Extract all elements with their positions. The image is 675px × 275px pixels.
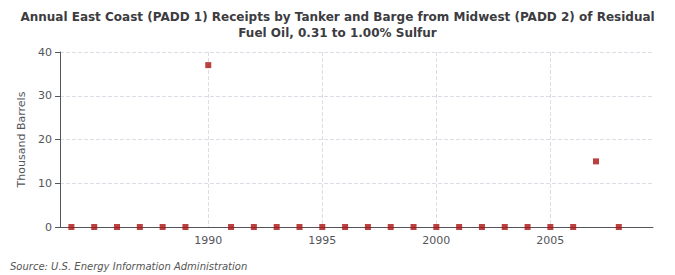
svg-text:20: 20 bbox=[38, 133, 52, 146]
svg-text:2000: 2000 bbox=[422, 234, 450, 247]
svg-text:0: 0 bbox=[45, 221, 52, 234]
svg-text:Source: U.S. Energy Informatio: Source: U.S. Energy Information Administ… bbox=[10, 261, 247, 272]
svg-text:Annual East Coast (PADD 1) Rec: Annual East Coast (PADD 1) Receipts by T… bbox=[20, 10, 654, 24]
svg-text:2005: 2005 bbox=[536, 234, 564, 247]
svg-text:30: 30 bbox=[38, 89, 52, 102]
svg-text:10: 10 bbox=[38, 177, 52, 190]
svg-text:Thousand Barrels: Thousand Barrels bbox=[15, 91, 28, 188]
svg-text:Fuel Oil, 0.31 to 1.00% Sulfur: Fuel Oil, 0.31 to 1.00% Sulfur bbox=[238, 26, 437, 40]
svg-text:40: 40 bbox=[38, 46, 52, 59]
svg-text:1990: 1990 bbox=[194, 234, 222, 247]
svg-text:1995: 1995 bbox=[308, 234, 336, 247]
